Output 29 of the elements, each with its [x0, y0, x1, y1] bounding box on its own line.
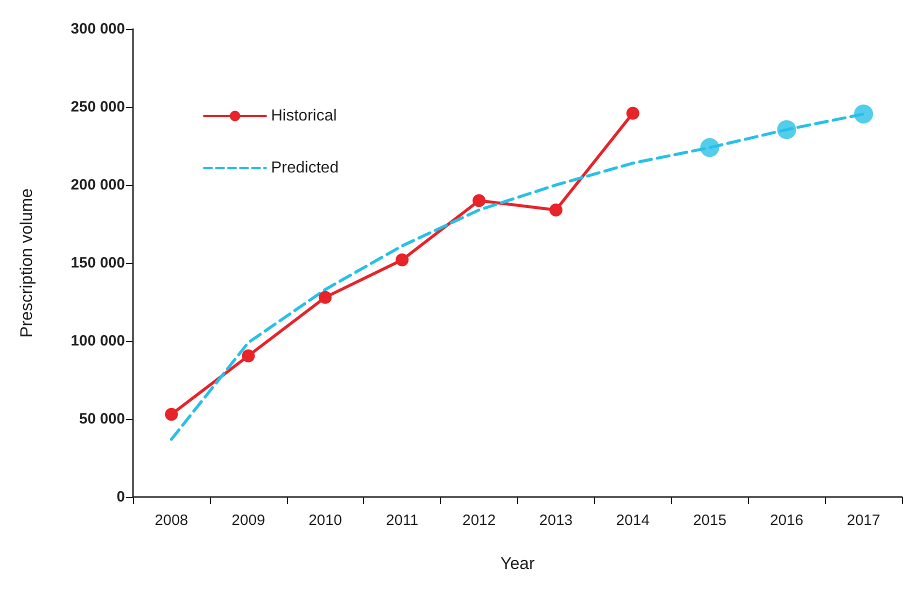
x-tick-label: 2016	[770, 512, 804, 529]
point	[472, 194, 486, 208]
x-tick-label: 2013	[539, 512, 573, 529]
point	[396, 253, 409, 266]
x-tick-label: 2009	[232, 512, 266, 529]
legend-label: Historical	[271, 108, 337, 124]
point	[854, 104, 874, 124]
x-tick-label: 2012	[462, 512, 496, 529]
y-tick-label: 250 000	[70, 98, 125, 116]
x-axis-title: Year	[500, 554, 536, 573]
y-tick-label: 0	[116, 488, 125, 506]
point	[549, 203, 562, 216]
x-tick-label: 2008	[154, 512, 188, 529]
x-tick-label: 2017	[846, 512, 880, 529]
y-tick-label: 50 000	[79, 410, 125, 428]
x-tick-label: 2014	[616, 512, 650, 529]
point	[242, 349, 255, 362]
point	[318, 290, 332, 304]
y-tick-label: 200 000	[70, 176, 125, 194]
x-tick-label: 2010	[308, 512, 342, 529]
y-tick-label: 100 000	[70, 332, 125, 350]
legend-label: Predicted	[271, 160, 339, 176]
y-tick-label: 150 000	[70, 254, 125, 272]
y-axis-title: Prescription volume	[17, 188, 36, 338]
x-tick-label: 2011	[386, 512, 418, 529]
point	[164, 408, 178, 421]
y-tick-label: 300 000	[70, 20, 125, 38]
point	[626, 106, 640, 120]
x-tick-label: 2015	[693, 512, 726, 529]
